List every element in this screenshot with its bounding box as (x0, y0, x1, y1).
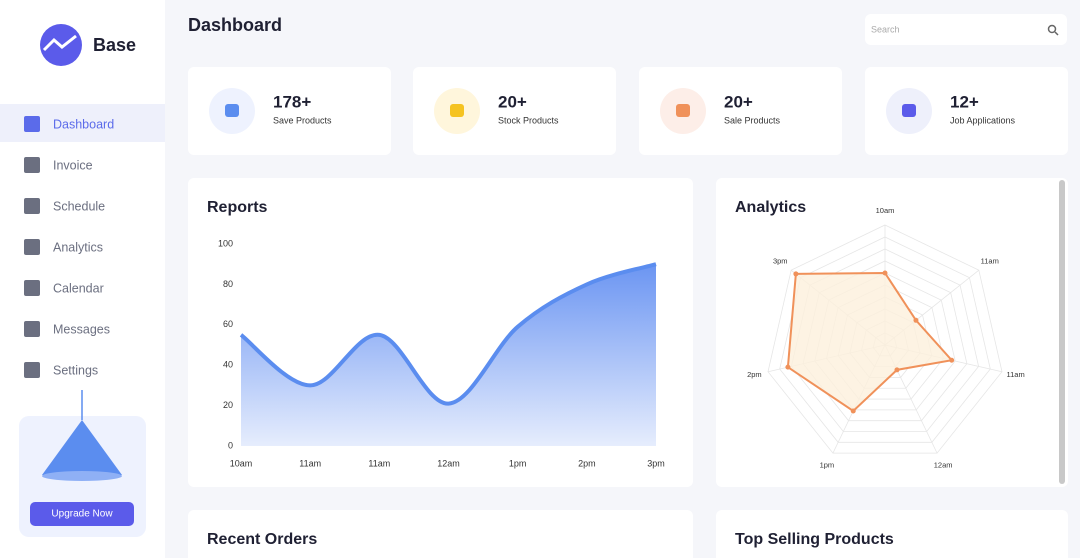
stat-card (639, 67, 842, 155)
stat-card (413, 67, 616, 155)
search-icon-handle[interactable] (1054, 31, 1059, 36)
y-tick-label: 20 (223, 400, 233, 410)
stat-label: Save Products (273, 115, 332, 125)
radar-label: 12am (934, 461, 953, 470)
radar-ring (767, 224, 1003, 454)
lamp (42, 420, 122, 475)
x-tick-label: 12am (437, 458, 460, 468)
menu-item[interactable]: Invoice (53, 158, 93, 172)
x-tick-label: 10am (230, 458, 253, 468)
y-tick-label: 60 (223, 319, 233, 329)
stat-label: Sale Products (724, 115, 781, 125)
stat-card (865, 67, 1068, 155)
radar-label: 3pm (773, 256, 788, 265)
menu-icon[interactable] (24, 239, 40, 255)
stat-icon (450, 104, 464, 117)
lamp-rim (42, 471, 122, 481)
menu-item[interactable]: Schedule (53, 199, 105, 213)
radar-area (786, 271, 954, 413)
radar-point (949, 357, 955, 363)
search-box[interactable] (865, 14, 1067, 45)
menu-item[interactable]: Messages (53, 322, 110, 336)
stat-icon (225, 104, 239, 117)
radar-point (894, 367, 900, 373)
scrollbar (1059, 180, 1065, 484)
radar-label: 11am (1007, 370, 1025, 379)
y-tick-label: 100 (218, 238, 233, 248)
x-tick-label: 2pm (578, 458, 596, 468)
menu-icon[interactable] (24, 116, 40, 132)
orders-title: Recent Orders (207, 531, 317, 548)
radar-point (793, 271, 799, 277)
top-products-title: Top Selling Products (735, 531, 894, 548)
menu-icon[interactable] (24, 157, 40, 173)
logo-mark (42, 34, 77, 52)
brand: Base (93, 35, 136, 55)
y-tick-label: 40 (223, 360, 233, 370)
stat-label: Job Applications (950, 115, 1016, 125)
menu-item[interactable]: Calendar (53, 281, 104, 295)
top-products-card (716, 510, 1068, 558)
stat-value: 12+ (950, 92, 979, 111)
stat-value: 20+ (724, 92, 753, 111)
radar-label: 1pm (820, 461, 835, 470)
radar-point (785, 364, 791, 370)
radar-point (882, 270, 888, 276)
menu-item[interactable]: Dashboard (53, 117, 114, 131)
stat-label: Stock Products (498, 115, 559, 125)
stat-value: 20+ (498, 92, 527, 111)
menu-icon[interactable] (24, 362, 40, 378)
radar-label: 10am (876, 206, 895, 215)
upgrade-button[interactable] (30, 502, 134, 526)
radar-point (913, 317, 919, 323)
area (241, 264, 656, 446)
menu-item[interactable]: Settings (53, 363, 98, 377)
analytics-title: Analytics (735, 199, 806, 216)
radar-label: 2pm (747, 370, 762, 379)
stat-value: 178+ (273, 92, 311, 111)
stat-icon (676, 104, 690, 117)
y-tick-label: 80 (223, 279, 233, 289)
x-tick-label: 11am (368, 458, 390, 468)
x-tick-label: 3pm (647, 458, 665, 468)
radar-point (850, 408, 856, 414)
x-tick-label: 1pm (509, 458, 527, 468)
radar-label: 11am (981, 256, 999, 265)
menu-item[interactable]: Analytics (53, 240, 103, 254)
menu-icon[interactable] (24, 321, 40, 337)
stat-card (188, 67, 391, 155)
reports-title: Reports (207, 199, 268, 216)
page-title: Dashboard (188, 15, 282, 35)
stat-icon (902, 104, 916, 117)
search-icon[interactable] (1047, 24, 1057, 34)
y-tick-label: 0 (228, 440, 233, 450)
orders-card (188, 510, 693, 558)
menu-icon[interactable] (24, 198, 40, 214)
line (239, 262, 657, 406)
upgrade-label[interactable]: Upgrade Now (51, 509, 113, 520)
search-placeholder[interactable]: Search (871, 24, 900, 34)
menu-icon[interactable] (24, 280, 40, 296)
x-tick-label: 11am (299, 458, 321, 468)
